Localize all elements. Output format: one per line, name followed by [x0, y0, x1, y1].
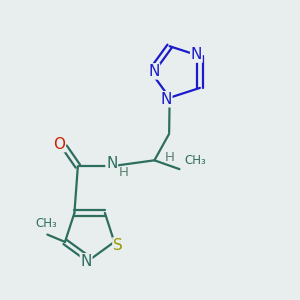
- Text: O: O: [53, 136, 65, 152]
- Text: CH₃: CH₃: [185, 154, 206, 167]
- Text: N: N: [191, 47, 202, 62]
- Text: S: S: [113, 238, 123, 253]
- Text: CH₃: CH₃: [35, 217, 57, 230]
- Text: H: H: [119, 166, 129, 178]
- Text: N: N: [148, 64, 160, 79]
- Text: N: N: [80, 254, 92, 269]
- Text: N: N: [160, 92, 172, 107]
- Text: H: H: [165, 152, 175, 164]
- Text: N: N: [106, 156, 117, 171]
